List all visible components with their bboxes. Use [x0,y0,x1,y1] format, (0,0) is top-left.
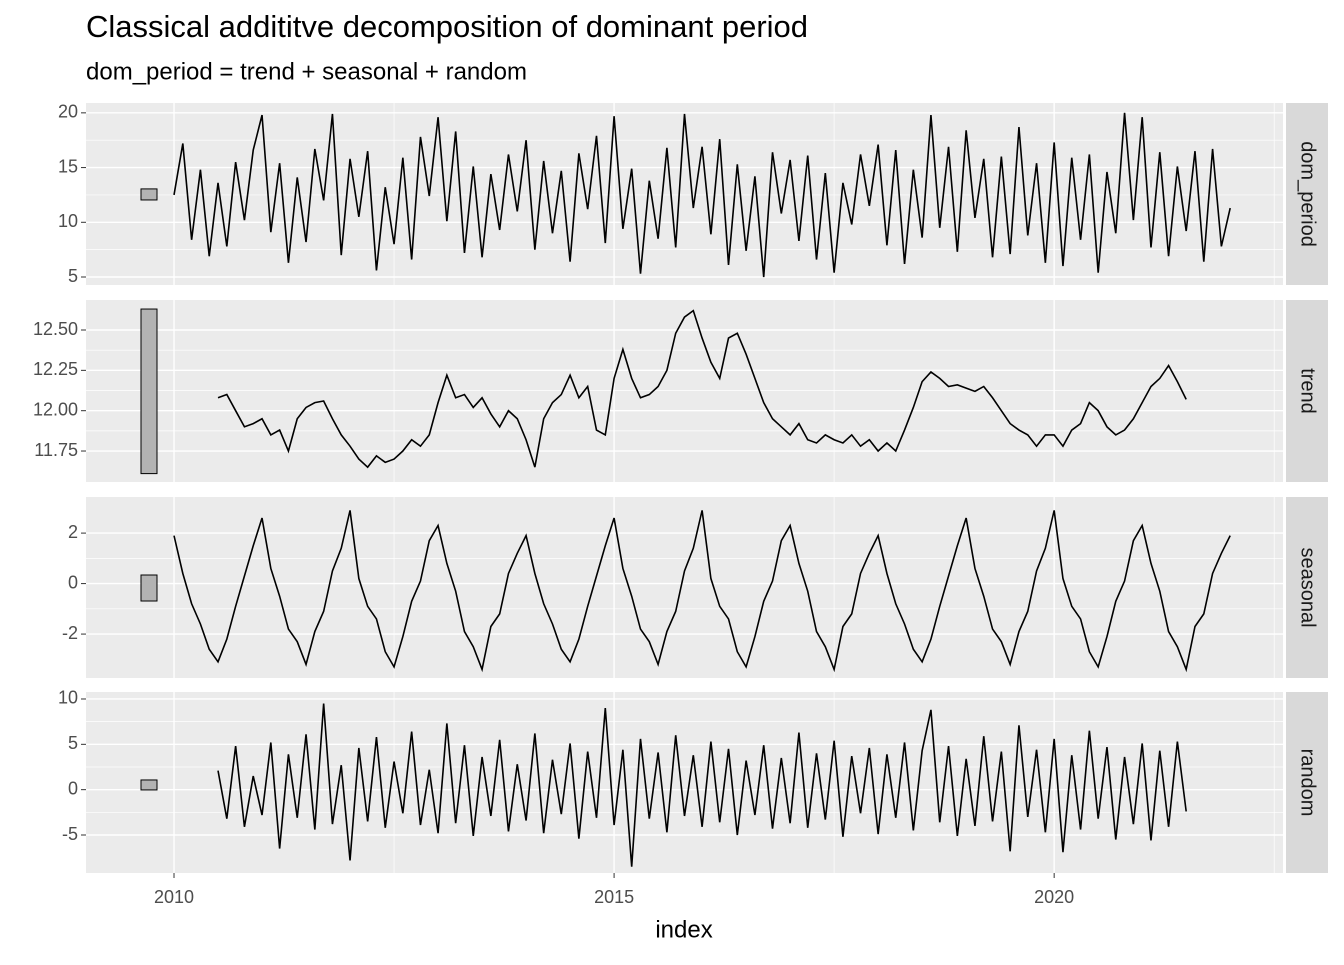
range-bar [140,188,158,201]
x-axis-label: index [655,916,712,943]
y-tick-label: -5 [62,824,78,844]
facet-label: trend [1297,368,1319,414]
facet-strip [1286,103,1328,285]
y-tick-label: 12.00 [33,399,78,419]
x-tick-label: 2010 [154,887,194,907]
facet-strip [1286,497,1328,678]
y-tick-label: 15 [58,156,78,176]
y-tick-label: 10 [58,688,78,708]
facet-strip [1286,692,1328,873]
series-line [217,309,1187,469]
chart-subtitle: dom_period = trend + seasonal + random [86,58,527,85]
facet-label: random [1297,749,1319,817]
x-tick-label: 2015 [594,887,634,907]
facet-label: dom_period [1297,141,1319,247]
y-tick-label: 0 [68,778,78,798]
panel-background [86,300,1283,482]
y-tick-label: 12.25 [33,359,78,379]
range-bar [140,308,158,475]
panel-background [86,497,1283,678]
panel-background [86,103,1283,285]
y-tick-label: 12.50 [33,319,78,339]
y-tick-label: 0 [68,572,78,592]
range-bar [140,779,158,791]
y-tick-label: 20 [58,102,78,122]
y-tick-label: 5 [68,733,78,753]
chart-title: Classical addititve decomposition of dom… [86,9,808,44]
y-tick-label: -2 [62,623,78,643]
series-line [217,703,1187,867]
y-tick-label: 10 [58,211,78,231]
y-tick-label: 2 [68,522,78,542]
y-tick-label: 5 [68,266,78,286]
range-bar [140,574,158,602]
facet-label: seasonal [1297,547,1319,627]
series-line [173,510,1231,673]
facet-strip [1286,300,1328,482]
series-line [173,112,1231,278]
y-tick-label: 11.75 [34,440,78,460]
x-tick-label: 2020 [1034,887,1074,907]
